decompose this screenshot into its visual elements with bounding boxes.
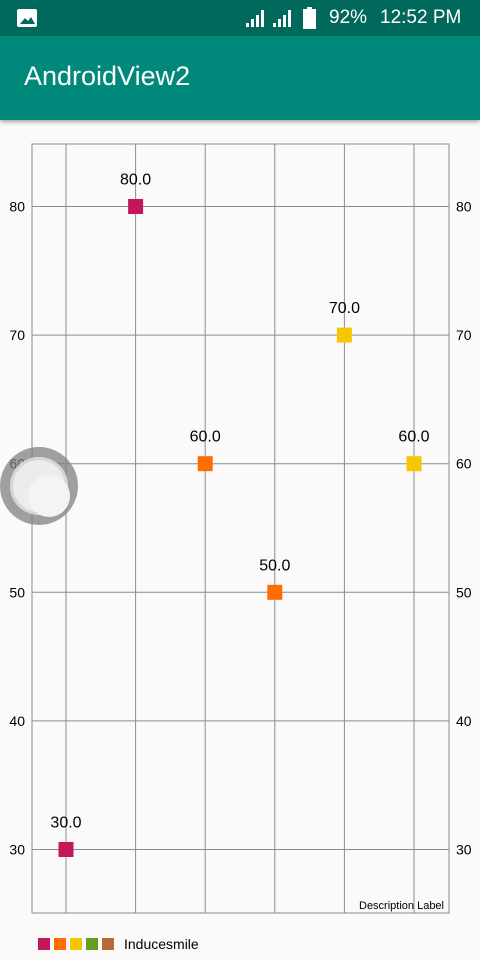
y-tick-label-left: 70 bbox=[9, 327, 25, 343]
image-icon bbox=[17, 9, 37, 27]
data-label: 60.0 bbox=[190, 429, 221, 446]
battery-percentage: 92% bbox=[329, 7, 368, 28]
data-label: 50.0 bbox=[259, 557, 290, 574]
data-label: 60.0 bbox=[398, 429, 429, 446]
page-title: AndroidView2 bbox=[24, 61, 191, 91]
y-tick-label-right: 40 bbox=[456, 713, 472, 729]
data-label: 80.0 bbox=[120, 172, 151, 189]
description-label: Description Label bbox=[359, 900, 444, 912]
data-point[interactable] bbox=[128, 199, 144, 214]
y-tick-label-right: 70 bbox=[456, 327, 472, 343]
data-label: 70.0 bbox=[329, 300, 360, 317]
legend-swatch bbox=[54, 938, 66, 950]
plot-frame bbox=[31, 143, 450, 914]
status-clock: 12:52 PM bbox=[380, 7, 462, 28]
legend-label: Inducesmile bbox=[124, 936, 199, 952]
signal-icon bbox=[246, 10, 264, 27]
battery-icon bbox=[303, 7, 316, 29]
data-point[interactable] bbox=[58, 842, 74, 857]
legend-swatch bbox=[70, 938, 82, 950]
y-tick-label-left: 80 bbox=[9, 199, 25, 215]
data-point[interactable] bbox=[406, 456, 422, 472]
signal-icon bbox=[273, 10, 291, 27]
y-tick-label-right: 50 bbox=[456, 584, 472, 600]
data-label: 30.0 bbox=[50, 815, 81, 832]
y-tick-label-right: 80 bbox=[456, 199, 472, 215]
y-tick-label-left: 50 bbox=[9, 584, 25, 600]
y-tick-label-left: 30 bbox=[9, 842, 25, 858]
app-bar: AndroidView2 bbox=[0, 36, 480, 120]
status-bar: 92% 12:52 PM bbox=[0, 0, 480, 36]
y-tick-label-left: 40 bbox=[9, 713, 25, 729]
y-tick-label-right: 30 bbox=[456, 842, 472, 858]
scatter-chart[interactable]: 303040405050606070708080JanFebMarAprMayJ… bbox=[0, 120, 480, 920]
legend-swatch bbox=[38, 938, 50, 950]
touch-indicator bbox=[0, 447, 78, 525]
data-point[interactable] bbox=[197, 456, 213, 472]
legend-swatch bbox=[86, 938, 98, 950]
data-point[interactable] bbox=[336, 327, 352, 343]
legend-swatch bbox=[102, 938, 114, 950]
data-point[interactable] bbox=[267, 584, 283, 600]
y-tick-label-right: 60 bbox=[456, 456, 472, 472]
